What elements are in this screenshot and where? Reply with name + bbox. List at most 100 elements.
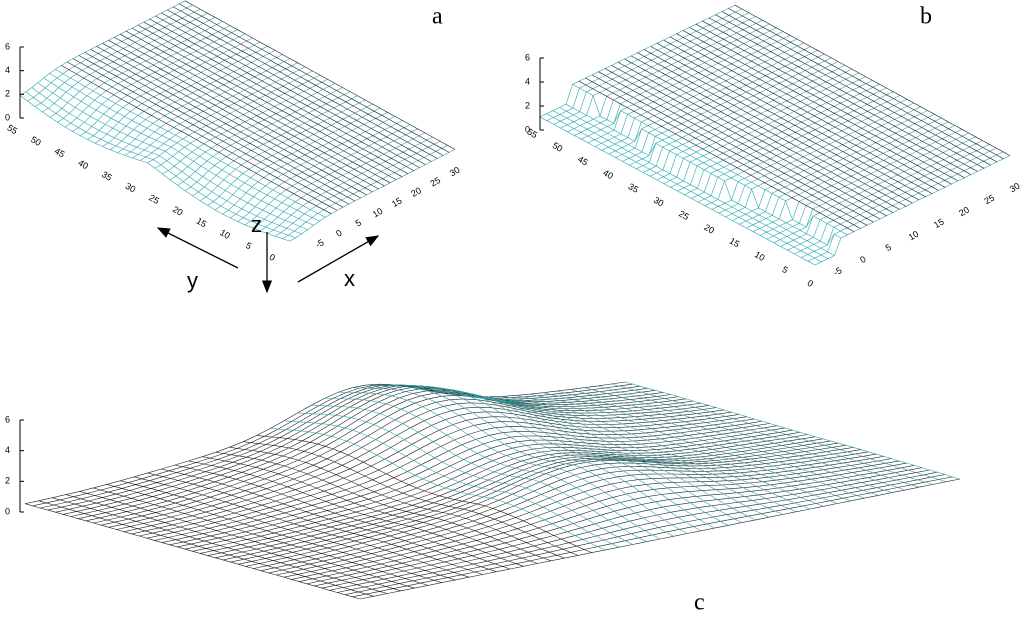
mesh-line bbox=[93, 487, 429, 586]
mesh-line bbox=[598, 71, 874, 223]
mesh-line bbox=[137, 24, 409, 174]
mesh-line bbox=[689, 27, 965, 179]
y-tick-label: 40 bbox=[76, 158, 90, 172]
y-tick-label: 25 bbox=[147, 192, 161, 206]
x-tick-label: 5 bbox=[884, 242, 893, 253]
mesh-line bbox=[37, 82, 308, 230]
mesh-line bbox=[406, 386, 742, 523]
mesh-line bbox=[207, 434, 808, 556]
mesh-line bbox=[584, 387, 920, 488]
mesh-line bbox=[173, 6, 444, 156]
mesh-line bbox=[338, 391, 674, 537]
mesh-line bbox=[161, 468, 497, 572]
mesh-line bbox=[289, 149, 456, 242]
mesh-line bbox=[149, 18, 420, 168]
y-tick-label: 0 bbox=[268, 252, 277, 263]
mesh-line bbox=[243, 441, 579, 556]
y-tick-label: 10 bbox=[218, 227, 232, 241]
x-tick-label: 25 bbox=[983, 193, 997, 207]
mesh-line bbox=[229, 446, 565, 559]
mesh-line bbox=[585, 77, 861, 229]
y-tick-label: 50 bbox=[551, 140, 565, 154]
z-tick-label: 4 bbox=[525, 76, 530, 86]
y-tick-label: 25 bbox=[677, 208, 691, 222]
meshes bbox=[19, 0, 1011, 600]
axis-label: y bbox=[187, 268, 198, 293]
x-tick-label: 10 bbox=[907, 229, 921, 243]
mesh-line bbox=[106, 484, 442, 583]
z-tick-label: 6 bbox=[5, 41, 10, 51]
mesh-line bbox=[147, 472, 483, 575]
mesh-line bbox=[38, 500, 374, 597]
mesh-line bbox=[270, 428, 606, 551]
x-tick-label: -5 bbox=[314, 237, 326, 250]
mesh-line bbox=[24, 503, 361, 600]
y-tick-label: 5 bbox=[780, 264, 789, 275]
x-tick-label: 0 bbox=[858, 254, 867, 265]
mesh-line bbox=[174, 464, 511, 570]
mesh-line bbox=[434, 391, 770, 518]
z-tick-label: 4 bbox=[5, 445, 10, 455]
mesh-line bbox=[643, 49, 920, 201]
y-tick-label: 15 bbox=[728, 236, 742, 250]
mesh-line bbox=[734, 4, 1011, 156]
mesh-line bbox=[49, 73, 320, 222]
mesh-line bbox=[560, 16, 756, 129]
mesh-line bbox=[90, 49, 361, 199]
mesh-line bbox=[267, 136, 433, 234]
z-tick-label: 2 bbox=[5, 476, 10, 486]
mesh-line bbox=[131, 27, 403, 177]
mesh-line bbox=[125, 30, 397, 181]
x-tick-label: 20 bbox=[409, 185, 423, 199]
mesh-line bbox=[27, 4, 193, 102]
y-tick-label: 0 bbox=[806, 278, 815, 289]
mesh-line bbox=[669, 36, 946, 188]
mesh-line bbox=[154, 74, 321, 169]
mesh-line bbox=[192, 95, 358, 197]
mesh-line bbox=[663, 39, 939, 191]
z-tick-label: 0 bbox=[5, 506, 10, 516]
mesh-line bbox=[124, 58, 291, 156]
mesh-line bbox=[134, 476, 470, 578]
z-tick-label: 6 bbox=[5, 414, 10, 424]
mesh-line bbox=[244, 124, 411, 226]
mesh-line bbox=[324, 397, 661, 540]
y-tick-label: 15 bbox=[195, 216, 209, 230]
mesh-line bbox=[184, 0, 456, 150]
mesh-line bbox=[311, 404, 647, 542]
z-tick-label: 2 bbox=[5, 89, 10, 99]
mesh-line bbox=[702, 20, 978, 172]
x-tick-label: 25 bbox=[429, 175, 443, 189]
mesh-line bbox=[624, 58, 900, 210]
mesh-line bbox=[572, 84, 848, 236]
mesh-line bbox=[715, 14, 991, 166]
mesh-line bbox=[96, 46, 367, 196]
mesh-line bbox=[169, 83, 336, 180]
mesh-line bbox=[31, 87, 302, 235]
mesh-line bbox=[155, 15, 426, 165]
mesh-line bbox=[167, 9, 438, 159]
mesh-line bbox=[461, 395, 797, 512]
mesh-line bbox=[624, 381, 961, 480]
mesh-line bbox=[297, 412, 633, 545]
mesh-line bbox=[161, 12, 432, 162]
mesh-line bbox=[529, 393, 865, 499]
y-tick-label: 20 bbox=[702, 222, 716, 236]
mesh-line bbox=[132, 62, 298, 159]
mesh-line bbox=[19, 95, 291, 242]
y-tick-label: 40 bbox=[601, 168, 615, 182]
axis-label: z bbox=[251, 212, 262, 237]
mesh-line bbox=[682, 30, 959, 182]
mesh-line bbox=[630, 55, 907, 207]
mesh-line bbox=[55, 68, 326, 218]
panel-label: c bbox=[694, 590, 705, 616]
mesh-line bbox=[597, 385, 933, 485]
mesh-line bbox=[108, 40, 379, 190]
mesh-line bbox=[708, 17, 985, 169]
panel-label: a bbox=[432, 4, 443, 30]
y-arrow bbox=[156, 227, 239, 269]
mesh-line bbox=[676, 33, 952, 185]
mesh-line bbox=[604, 68, 881, 220]
mesh-line bbox=[72, 58, 344, 208]
